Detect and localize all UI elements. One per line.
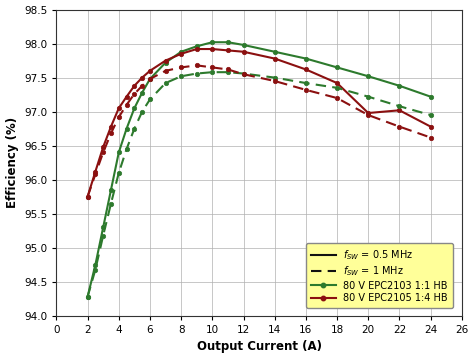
X-axis label: Output Current (A): Output Current (A) [197, 340, 321, 354]
Legend: $f_{SW}$ = 0.5 MHz, $f_{SW}$ = 1 MHz, 80 V EPC2103 1:1 HB, 80 V EPC2105 1:4 HB: $f_{SW}$ = 0.5 MHz, $f_{SW}$ = 1 MHz, 80… [307, 243, 453, 308]
Y-axis label: Efficiency (%): Efficiency (%) [6, 117, 18, 208]
